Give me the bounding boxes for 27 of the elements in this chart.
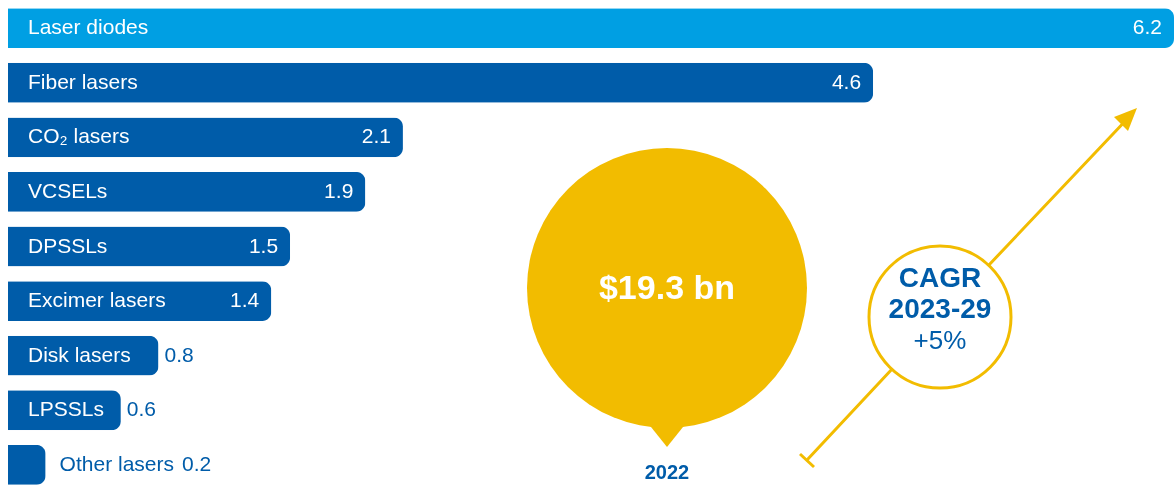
y-tick-label: Laser diodes [28,15,149,39]
bar [8,171,366,212]
y-tick-label: Fiber lasers [28,69,138,93]
data-label: 0.6 [126,397,157,421]
data-label: 1.5 [248,233,279,257]
y-tick-label: Disk lasers [28,342,131,366]
data-label: 2.1 [361,124,391,148]
bar [8,226,291,267]
data-label: 4.6 [831,69,862,93]
bar [8,117,403,158]
bar [8,8,1174,49]
bar [8,62,874,103]
bar [8,444,46,485]
annotation: 0.2 [181,451,212,475]
y-tick-label: Excimer lasers [28,288,166,312]
data-label: 1.9 [324,178,354,202]
y-tick-label: DPSSLs [28,233,108,257]
y-tick-label: VCSELs [28,178,108,202]
annotation: $19.3 bn [598,268,736,306]
data-label: 1.4 [230,288,260,312]
data-label: 0.8 [164,342,194,366]
annotation: CAGR 2023-29 +5% [888,262,992,355]
y-tick-label: LPSSLs [28,397,104,421]
data-label: 6.2 [1132,15,1162,39]
annotation: 2022 [644,461,690,483]
y-tick-label: CO₂ lasers [28,124,130,148]
y-tick-label: Other lasers [59,451,174,475]
